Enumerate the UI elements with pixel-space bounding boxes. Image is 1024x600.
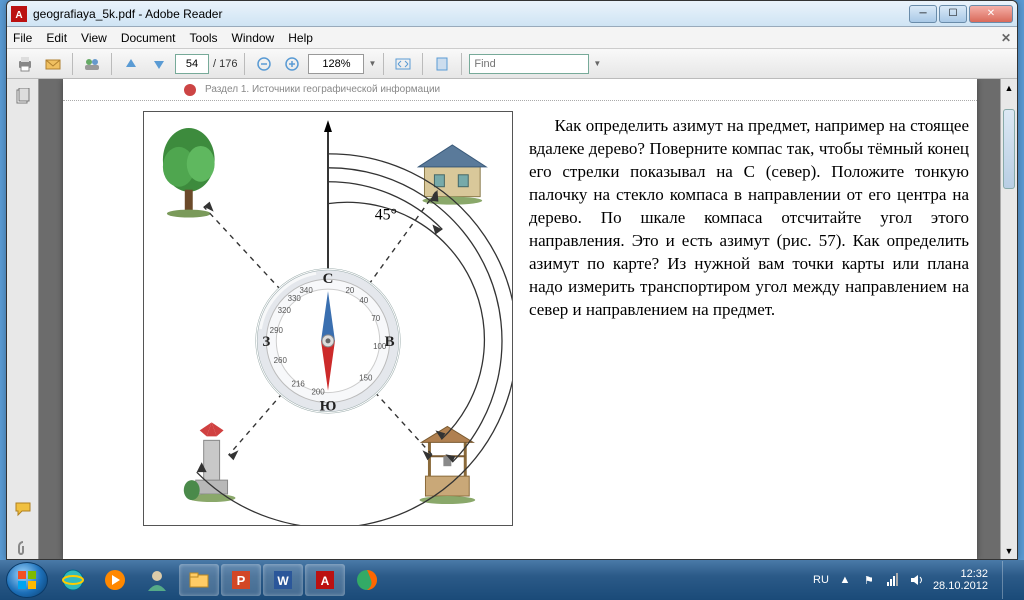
scroll-up-button[interactable]: ▲ <box>1001 79 1017 96</box>
toolbar: / 176 ▼ ▼ <box>7 49 1017 79</box>
tray-network-icon[interactable] <box>885 572 901 588</box>
task-wmp-icon[interactable] <box>95 564 135 596</box>
menu-file[interactable]: File <box>13 31 32 45</box>
tray-action-icon[interactable]: ⚑ <box>861 572 877 588</box>
svg-text:290: 290 <box>270 326 284 335</box>
fit-page-button[interactable] <box>430 52 454 76</box>
task-firefox-icon[interactable] <box>347 564 387 596</box>
zoom-input[interactable] <box>308 54 364 74</box>
tray-flag-icon[interactable]: ▲ <box>837 572 853 588</box>
window-title: geografiaya_5k.pdf - Adobe Reader <box>33 7 909 21</box>
compass-figure: 45° <box>143 111 513 526</box>
svg-text:216: 216 <box>292 380 306 389</box>
titlebar[interactable]: A geografiaya_5k.pdf - Adobe Reader ─ ☐ … <box>7 1 1017 27</box>
attachments-panel-icon[interactable] <box>13 539 33 559</box>
task-adobe-icon[interactable]: A <box>305 564 345 596</box>
window-controls: ─ ☐ ✕ <box>909 5 1013 23</box>
task-word-icon[interactable]: W <box>263 564 303 596</box>
pdf-page: Раздел 1. Источники географической инфор… <box>63 79 977 559</box>
content-area: Раздел 1. Источники географической инфор… <box>7 79 1017 559</box>
menubar: File Edit View Document Tools Window Hel… <box>7 27 1017 49</box>
page-down-button[interactable] <box>147 52 171 76</box>
nav-pane <box>7 79 39 559</box>
svg-text:A: A <box>321 574 330 588</box>
svg-text:W: W <box>277 574 289 588</box>
taskbar: P W A RU ▲ ⚑ 12:32 28.10.2012 <box>0 560 1024 600</box>
page-number-input[interactable] <box>175 54 209 74</box>
menu-help[interactable]: Help <box>288 31 313 45</box>
fit-width-button[interactable] <box>391 52 415 76</box>
menu-document[interactable]: Document <box>121 31 176 45</box>
svg-text:В: В <box>385 334 395 350</box>
angle-label: 45° <box>375 207 397 224</box>
pages-panel-icon[interactable] <box>13 87 33 107</box>
close-button[interactable]: ✕ <box>969 5 1013 23</box>
show-desktop-button[interactable] <box>1002 561 1012 599</box>
adobe-reader-icon: A <box>11 6 27 22</box>
svg-text:С: С <box>323 271 334 287</box>
svg-text:P: P <box>237 573 246 588</box>
svg-text:Ю: Ю <box>320 399 337 415</box>
close-doc-button[interactable]: ✕ <box>1001 31 1011 45</box>
menu-edit[interactable]: Edit <box>46 31 67 45</box>
page-up-button[interactable] <box>119 52 143 76</box>
tray-volume-icon[interactable] <box>909 572 925 588</box>
task-user-icon[interactable] <box>137 564 177 596</box>
scroll-thumb[interactable] <box>1003 109 1015 189</box>
svg-text:20: 20 <box>345 286 354 295</box>
scroll-down-button[interactable]: ▼ <box>1001 542 1017 559</box>
svg-text:150: 150 <box>359 374 373 383</box>
svg-text:A: A <box>15 10 22 21</box>
email-button[interactable] <box>41 52 65 76</box>
menu-tools[interactable]: Tools <box>190 31 218 45</box>
print-button[interactable] <box>13 52 37 76</box>
tray-lang[interactable]: RU <box>813 574 829 586</box>
collab-button[interactable] <box>80 52 104 76</box>
menu-window[interactable]: Window <box>232 31 275 45</box>
page-total-label: / 176 <box>213 58 237 70</box>
svg-text:260: 260 <box>274 356 288 365</box>
svg-text:З: З <box>262 334 270 350</box>
svg-text:330: 330 <box>288 294 302 303</box>
comments-panel-icon[interactable] <box>13 499 33 519</box>
find-input[interactable] <box>469 54 589 74</box>
vertical-scrollbar[interactable]: ▲ ▼ <box>1000 79 1017 559</box>
zoom-in-button[interactable] <box>280 52 304 76</box>
page-running-header: Раздел 1. Источники географической инфор… <box>63 79 977 101</box>
app-window: A geografiaya_5k.pdf - Adobe Reader ─ ☐ … <box>6 0 1018 560</box>
start-button[interactable] <box>6 562 48 598</box>
svg-text:70: 70 <box>371 314 380 323</box>
maximize-button[interactable]: ☐ <box>939 5 967 23</box>
task-ie-icon[interactable] <box>53 564 93 596</box>
menu-view[interactable]: View <box>81 31 107 45</box>
body-text: Как определить азимут на предмет, наприм… <box>513 101 977 559</box>
task-explorer-icon[interactable] <box>179 564 219 596</box>
tray-clock[interactable]: 12:32 28.10.2012 <box>933 568 988 592</box>
minimize-button[interactable]: ─ <box>909 5 937 23</box>
zoom-out-button[interactable] <box>252 52 276 76</box>
svg-text:40: 40 <box>359 296 368 305</box>
svg-text:200: 200 <box>311 388 325 397</box>
task-powerpoint-icon[interactable]: P <box>221 564 261 596</box>
system-tray: RU ▲ ⚑ 12:32 28.10.2012 <box>813 561 1018 599</box>
page-viewport[interactable]: Раздел 1. Источники географической инфор… <box>39 79 1017 559</box>
svg-text:320: 320 <box>278 306 292 315</box>
svg-text:340: 340 <box>299 286 313 295</box>
